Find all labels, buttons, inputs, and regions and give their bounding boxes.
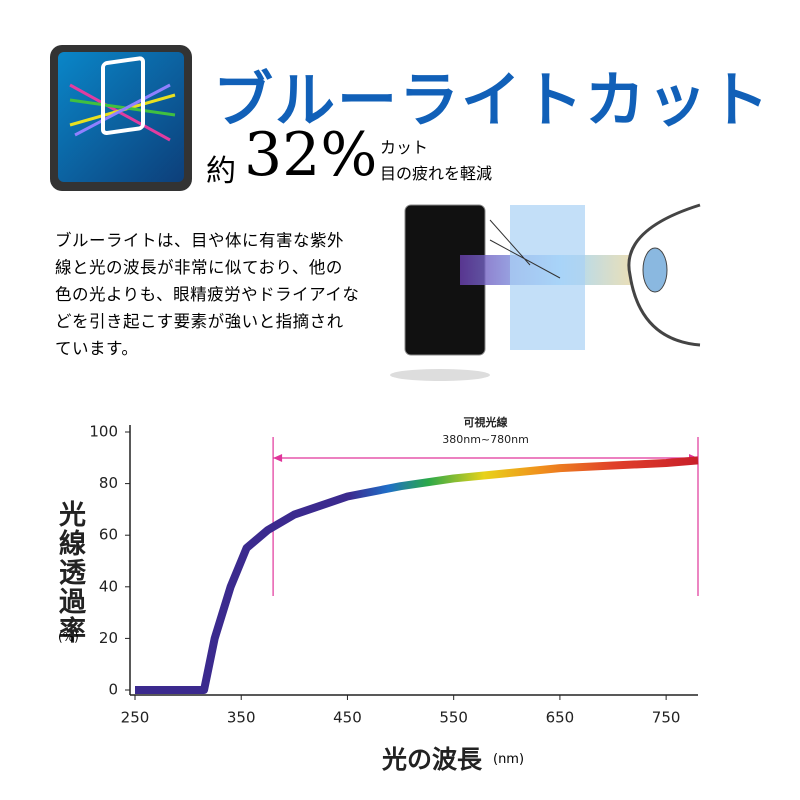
benefit: 目の疲れを軽減 (380, 164, 493, 183)
y-tick-label: 80 (99, 474, 118, 492)
icon-tablet (101, 56, 145, 136)
transmittance-line (135, 456, 699, 694)
x-tick-label: 750 (652, 709, 681, 727)
filter-panel (510, 205, 585, 350)
description-line: どを引き起こす要素が強いと指摘され (55, 312, 344, 331)
reflect-arrow (489, 219, 561, 279)
prefix: 約 (206, 154, 236, 189)
title: ブルーライトカット (213, 66, 771, 136)
description-line: 線と光の波長が非常に似ており、他の (55, 258, 343, 277)
lens (642, 247, 668, 293)
chart: 0 20 40 60 80 100 250 350 450 550 650 750 可視光線 380nm~… (89, 415, 699, 727)
y-tick-label: 40 (99, 577, 118, 595)
y-unit: (%) (58, 630, 79, 644)
description: ブルーライトは、目や体に有害な紫外 線と光の波長が非常に似ており、他の 色の光よりも… (55, 227, 359, 362)
description-line: ています。 (55, 339, 139, 358)
y-label: 光線透過率 (54, 500, 85, 645)
x-unit: (nm) (493, 752, 525, 767)
description-line: ブルーライトは、目や体に有害な紫外 (55, 231, 344, 250)
x-tick-label: 250 (121, 709, 150, 727)
description-line: 色の光よりも、眼精疲労やドライアイな (55, 285, 360, 304)
rate: 32% (244, 120, 378, 190)
y-tick-label: 0 (108, 681, 118, 699)
x-tick-label: 550 (439, 709, 468, 727)
cut: カット (380, 138, 429, 157)
y-tick-label: 100 (89, 423, 118, 441)
x-label: 光の波長 (382, 745, 483, 774)
x-tick-label: 650 (546, 709, 575, 727)
annotation-label: 380nm~780nm (442, 433, 529, 446)
icon (58, 52, 184, 182)
x-tick-label: 350 (227, 709, 256, 727)
x-tick-label: 450 (333, 709, 362, 727)
icon-rays (69, 83, 176, 142)
y-tick-label: 20 (99, 629, 118, 647)
y-tick-label: 60 (99, 526, 118, 544)
annotation-title: 可視光線 (464, 415, 508, 429)
shadow (390, 369, 490, 381)
